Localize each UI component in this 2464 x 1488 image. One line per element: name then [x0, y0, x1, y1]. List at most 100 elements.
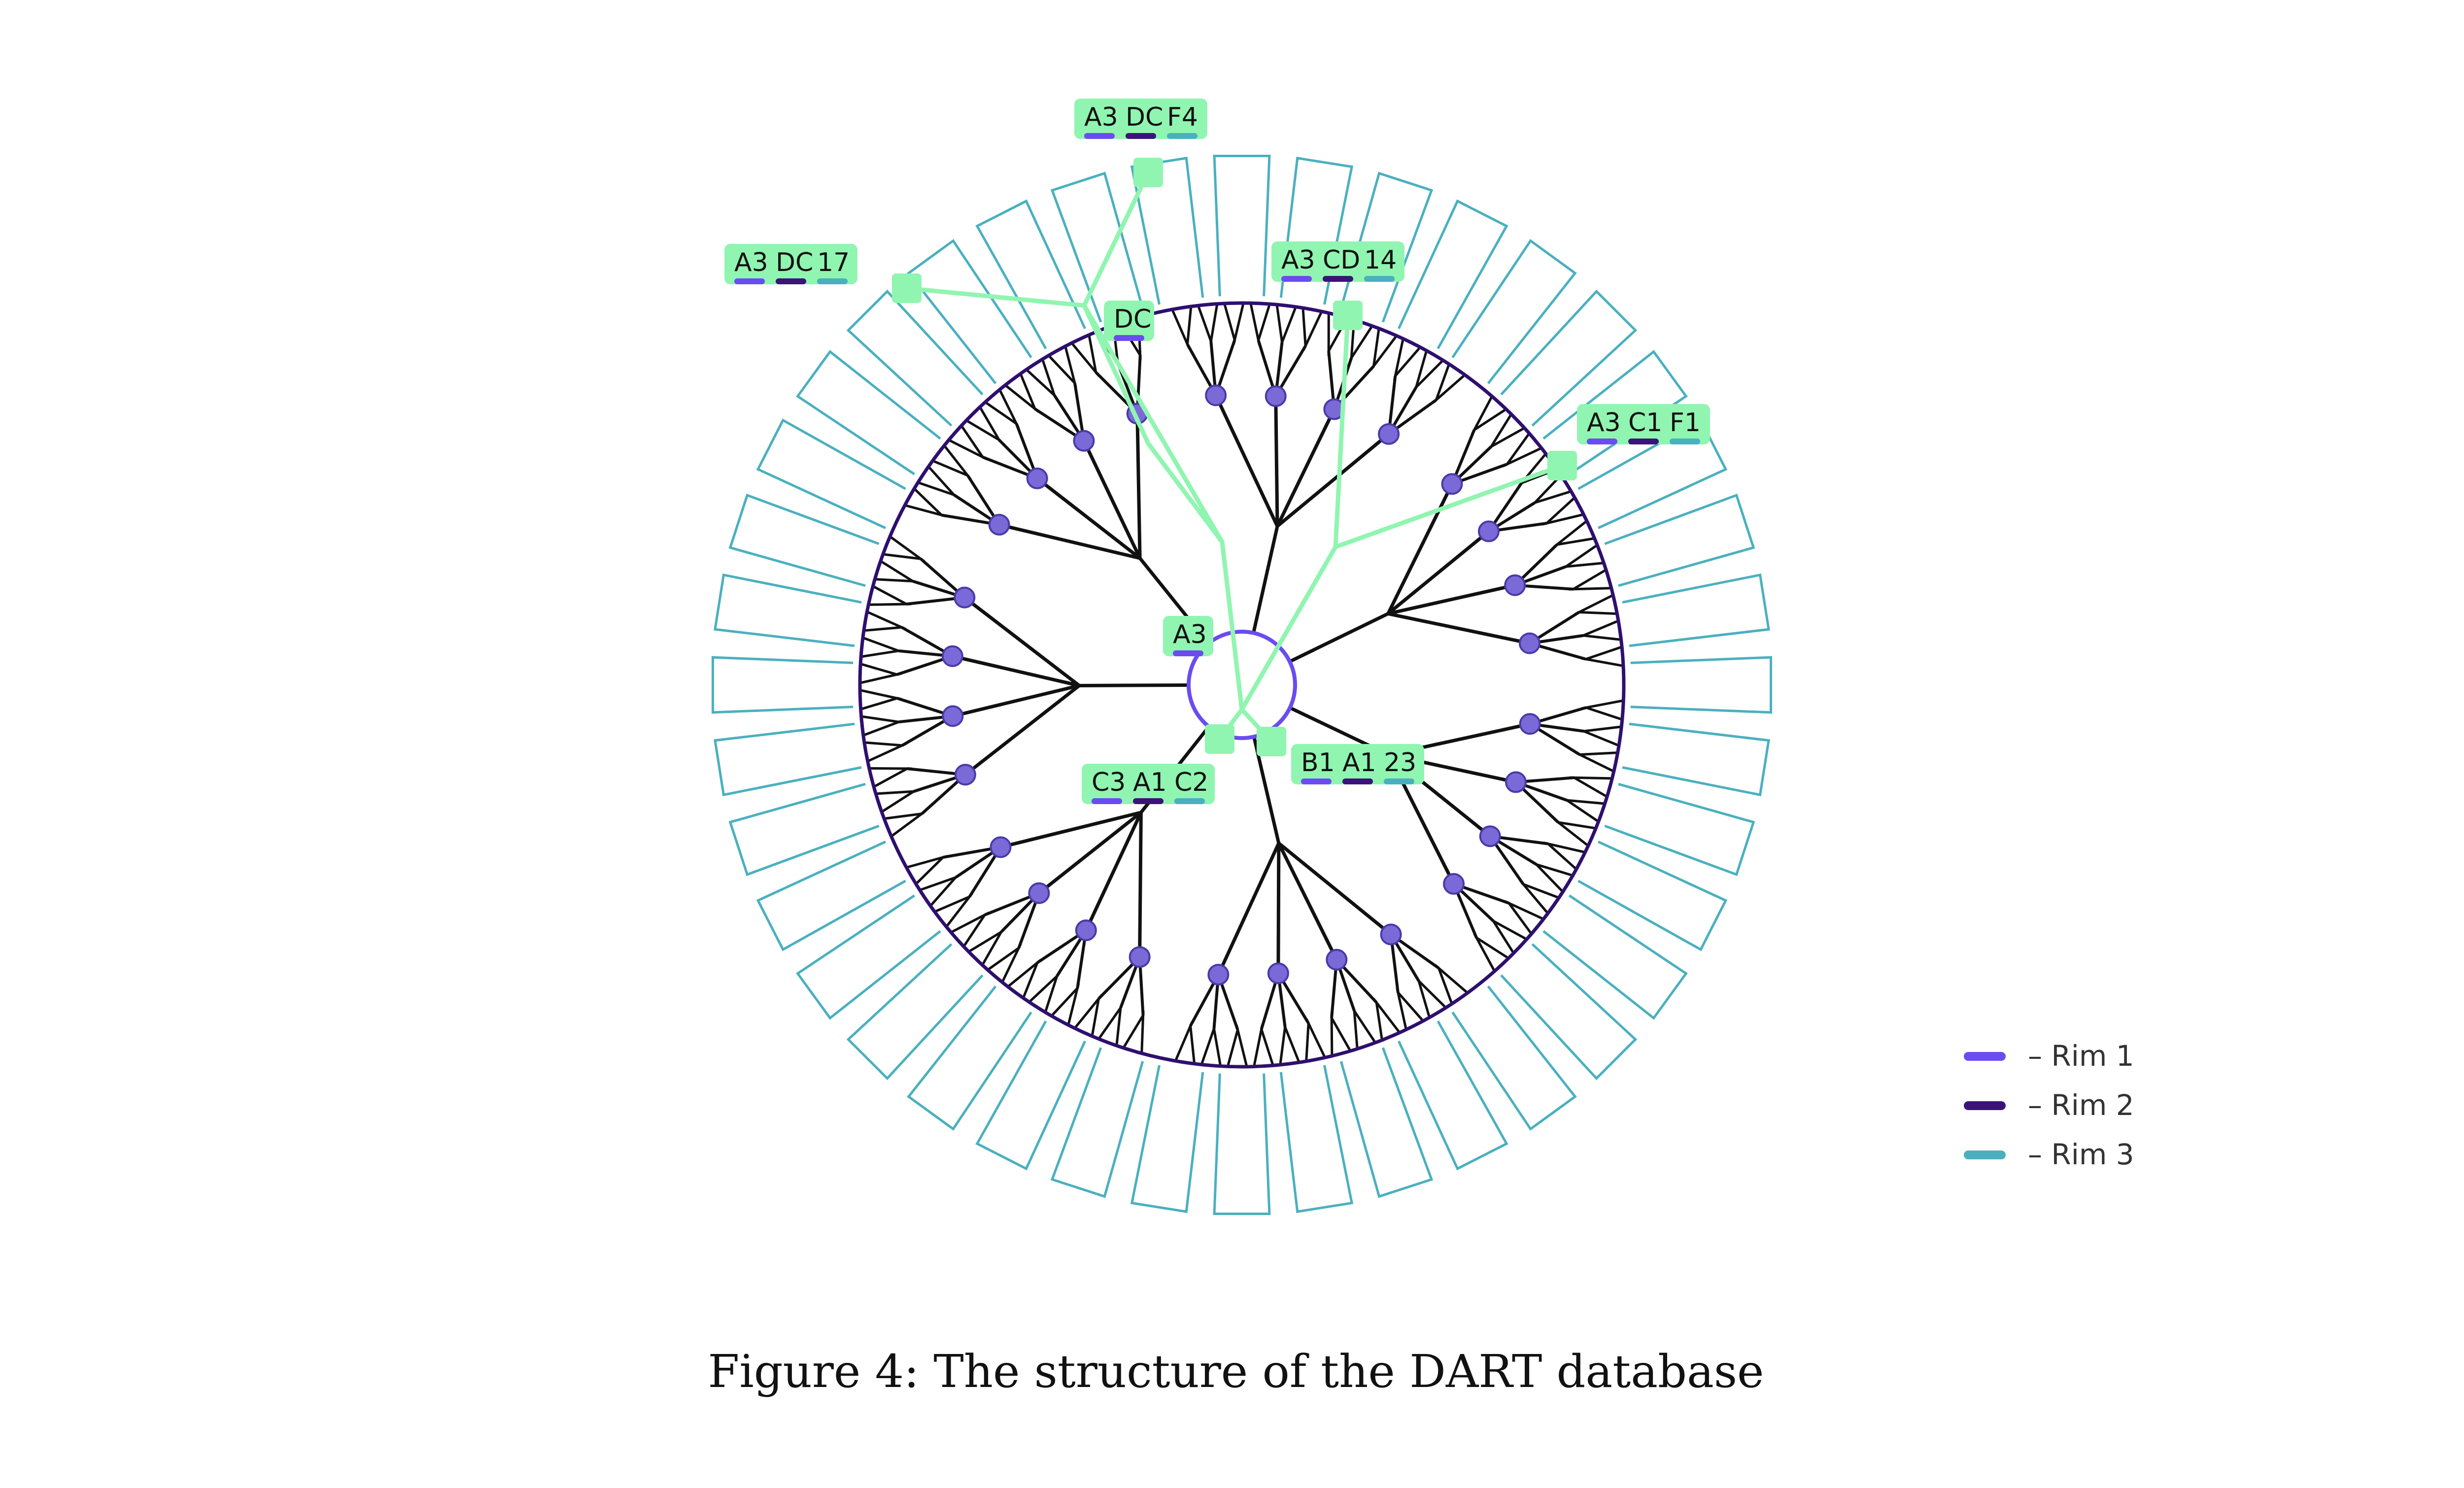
- branch-leaf: [1249, 304, 1270, 345]
- branch-leaf: [1171, 307, 1193, 349]
- branch-leaf: [1489, 917, 1526, 953]
- branch-leaf: [1578, 620, 1620, 641]
- rim3-rect: [1577, 418, 1728, 529]
- branch-leaf: [877, 790, 919, 812]
- path-end-marker: [1547, 451, 1577, 480]
- tree-node: [1028, 882, 1050, 904]
- branch-leaf: [862, 637, 904, 658]
- branch-leaf: [1223, 304, 1244, 345]
- label-rim-bar: [1174, 798, 1205, 804]
- label-part: 23: [1384, 748, 1416, 778]
- path-end-marker: [1333, 301, 1363, 330]
- branch-leaf: [1581, 699, 1622, 720]
- rim3-rect: [1279, 157, 1354, 305]
- label-part: A3: [1173, 620, 1207, 649]
- tree-node: [1205, 384, 1227, 406]
- branch-leaf: [1393, 339, 1420, 380]
- branch-leaf: [1330, 1013, 1351, 1055]
- path-end-marker: [892, 273, 922, 303]
- branch-leaf: [1374, 998, 1400, 1039]
- branch-leaf: [862, 715, 904, 736]
- label-rim-bar: [1281, 276, 1312, 282]
- label-rim-bar: [1167, 133, 1198, 139]
- label-a3-dc-17: A3 DC 17: [724, 244, 857, 284]
- highlighted-paths: [892, 158, 1577, 756]
- branch-leaf: [1371, 330, 1397, 371]
- branch-leaf: [988, 944, 1022, 981]
- highlight-path: [1335, 463, 1563, 549]
- branch-leaf: [1553, 820, 1595, 846]
- branch-leaf: [1581, 646, 1622, 667]
- label-rim-bar: [1092, 798, 1122, 804]
- branch-sub: [963, 596, 1081, 687]
- branch-leaf: [1568, 569, 1610, 591]
- branch-leaf: [1473, 934, 1508, 971]
- branch-leaf: [870, 585, 912, 606]
- rim3-rect: [728, 782, 880, 877]
- label-part: F4: [1167, 102, 1198, 132]
- label-background: [1104, 301, 1154, 341]
- branch-leaf: [861, 663, 902, 684]
- tree-node: [990, 836, 1012, 858]
- rim3-rect: [756, 418, 906, 529]
- legend: – Rim 1 – Rim 2 – Rim 3: [1964, 1039, 2134, 1171]
- rim3-rect: [975, 199, 1086, 349]
- label-rim-bar: [817, 278, 848, 284]
- tree-node: [1477, 520, 1500, 542]
- rim3-rect: [1500, 289, 1638, 427]
- label-part: A1: [1342, 748, 1376, 778]
- tree-node: [1441, 473, 1463, 495]
- rim3-rect: [1451, 985, 1577, 1131]
- branch-sub: [1386, 483, 1454, 615]
- branch-leaf: [1574, 751, 1616, 772]
- branch-leaf: [1301, 309, 1322, 351]
- rim3-rect: [1279, 1065, 1354, 1213]
- rim3-rect: [1130, 1065, 1204, 1213]
- tree-node: [1378, 423, 1400, 445]
- label-part: DC: [1114, 304, 1151, 334]
- legend-label: – Rim 2: [2028, 1088, 2134, 1122]
- label-part: C2: [1174, 768, 1208, 797]
- tree-node: [1519, 713, 1541, 735]
- label-part: DC: [776, 248, 813, 277]
- tree-node: [1518, 632, 1540, 654]
- tree-node: [1505, 771, 1527, 793]
- label-background: [1074, 99, 1207, 139]
- rim3-rect: [975, 1020, 1086, 1171]
- branch-sub: [1000, 811, 1142, 849]
- label-part: DC: [1126, 102, 1163, 132]
- label-rim-bar: [1384, 778, 1414, 784]
- branch-leaf: [1279, 1022, 1300, 1064]
- label-a3-dc-f4: A3 DC F4: [1074, 99, 1207, 139]
- label-dc: DC: [1104, 301, 1154, 341]
- branch-leaf: [1519, 881, 1558, 913]
- branch-leaf: [1436, 964, 1468, 1003]
- branch-leaf: [865, 741, 907, 762]
- path-end-marker: [1205, 724, 1234, 754]
- rim3-rect: [1339, 171, 1434, 323]
- rim3-rectangles: [711, 154, 1773, 1216]
- tree-node: [1075, 919, 1097, 942]
- legend-swatch: [1964, 1150, 2006, 1159]
- label-rim-bar: [734, 278, 765, 284]
- branch-leaf: [919, 467, 958, 498]
- branch-leaf: [1253, 1024, 1274, 1066]
- rim3-rect: [1213, 1073, 1271, 1216]
- branch-leaf: [1413, 351, 1443, 392]
- label-rim-bar: [1670, 439, 1700, 444]
- rim3-rect: [1604, 493, 1755, 587]
- branch-leaf: [1574, 594, 1616, 615]
- label-background: [1291, 744, 1424, 784]
- branch-sub: [1038, 811, 1142, 895]
- branch-sub: [952, 654, 1080, 687]
- branch-main: [1252, 526, 1279, 634]
- branch-leaf: [949, 426, 987, 461]
- tree-node: [954, 764, 976, 786]
- branch-sub: [1277, 842, 1338, 961]
- label-part: C1: [1628, 408, 1662, 438]
- branch-leaf: [967, 407, 1003, 443]
- tree-node: [1129, 946, 1151, 968]
- branch-sub: [998, 523, 1140, 560]
- branch-leaf: [1505, 900, 1543, 934]
- branch-leaf: [921, 875, 960, 906]
